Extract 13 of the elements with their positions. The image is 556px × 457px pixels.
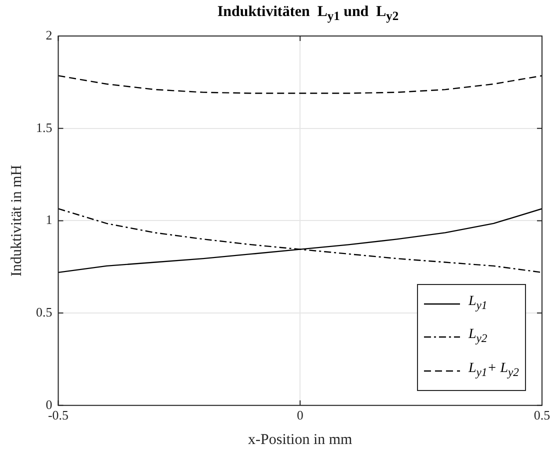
x-axis-title: x-Position in mm (248, 432, 353, 448)
legend-label: L$_{y1}$+ L$_{y2}$ (468, 360, 519, 381)
y-axis-title: Induktivität in mH (8, 164, 25, 277)
y-tick-label: 1 (46, 212, 52, 228)
x-tick-label: 0 (296, 408, 304, 423)
legend-label: L$_{y2}$ (468, 326, 488, 348)
y-tick-label: 2 (46, 27, 52, 42)
line-series (58, 75, 542, 94)
x-tick-label: 0.5 (534, 408, 550, 423)
chart-title: Induktivitäten L$_{y1}$ und L$_{y2}$ (216, 4, 400, 24)
y-tick-label: 0.5 (36, 304, 52, 320)
y-tick-label: 1.5 (36, 120, 52, 135)
legend-label: L$_{y1}$ (468, 292, 488, 314)
